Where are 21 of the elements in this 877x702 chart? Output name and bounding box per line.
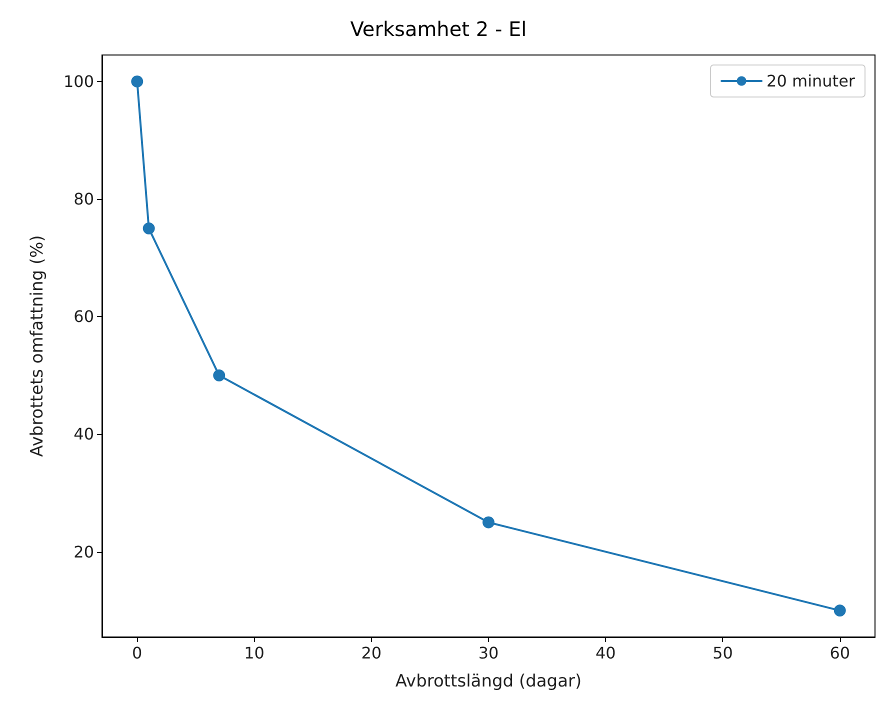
point xyxy=(213,369,226,382)
chart-title: Verksamhet 2 - El xyxy=(350,17,527,41)
x-tick-label: 10 xyxy=(244,644,264,662)
x-tick-label: 50 xyxy=(712,644,733,662)
x-tick-label: 40 xyxy=(595,644,616,662)
y-tick-label: 100 xyxy=(63,72,94,91)
y-tick-label: 40 xyxy=(74,424,94,444)
x-tick-label: 30 xyxy=(478,644,499,662)
y-axis-title: Avbrottets omfattning (%) xyxy=(28,235,48,457)
point xyxy=(142,222,155,234)
x-axis-title: Avbrottslängd (dagar) xyxy=(395,672,582,692)
x-tick-label: 60 xyxy=(830,644,850,662)
y-tick-label: 60 xyxy=(74,307,94,326)
x-tick-label: 0 xyxy=(132,644,142,662)
point xyxy=(834,604,846,617)
x-tick-label: 20 xyxy=(361,644,382,662)
y-tick-label: 80 xyxy=(74,190,94,209)
legend-label: 20 minuter xyxy=(766,72,856,90)
point xyxy=(482,516,494,528)
y-tick-label: 20 xyxy=(74,542,94,562)
point xyxy=(131,75,144,88)
